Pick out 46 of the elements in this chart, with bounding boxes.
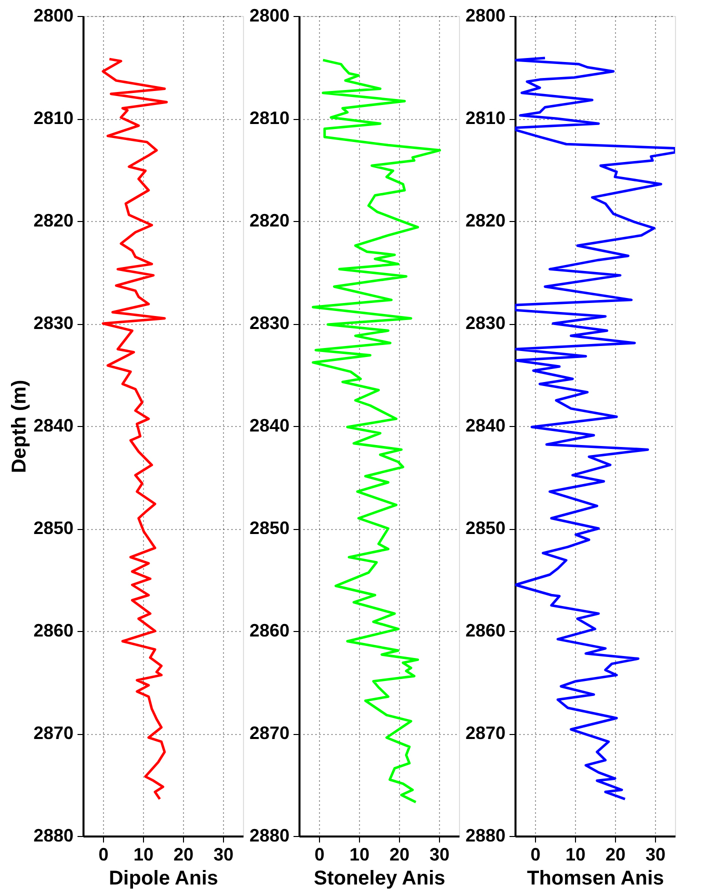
x-axis-title: Thomsen Anis bbox=[526, 868, 664, 890]
y-tick-label: 2860 bbox=[249, 620, 290, 640]
x-tick-label: 20 bbox=[173, 844, 194, 864]
y-tick-label: 2850 bbox=[33, 518, 74, 538]
x-tick-label: 10 bbox=[565, 844, 586, 864]
y-tick-label: 2820 bbox=[33, 210, 74, 230]
y-tick-label: 2800 bbox=[33, 6, 74, 26]
y-tick-label: 2860 bbox=[33, 620, 74, 640]
x-tick-label: 30 bbox=[429, 844, 450, 864]
y-tick-label: 2840 bbox=[465, 416, 506, 436]
y-tick-label: 2850 bbox=[249, 518, 290, 538]
y-tick-label: 2810 bbox=[249, 108, 290, 128]
y-tick-label: 2810 bbox=[33, 108, 74, 128]
x-tick-label: 10 bbox=[133, 844, 154, 864]
y-tick-label: 2870 bbox=[33, 723, 74, 743]
x-tick-label: 20 bbox=[389, 844, 410, 864]
x-tick-label: 30 bbox=[213, 844, 234, 864]
y-tick-label: 2830 bbox=[465, 313, 506, 333]
x-tick-label: 30 bbox=[645, 844, 666, 864]
x-axis-title: Dipole Anis bbox=[108, 868, 218, 890]
x-tick-label: 10 bbox=[349, 844, 370, 864]
y-tick-label: 2870 bbox=[465, 723, 506, 743]
y-tick-label: 2810 bbox=[465, 108, 506, 128]
x-tick-label: 0 bbox=[530, 844, 541, 864]
line-series bbox=[102, 58, 168, 800]
line-series bbox=[515, 56, 675, 800]
y-axis-title: Depth (m) bbox=[8, 380, 30, 474]
y-tick-label: 2880 bbox=[465, 826, 506, 846]
y-tick-label: 2880 bbox=[249, 826, 290, 846]
line-series bbox=[312, 58, 442, 804]
y-tick-label: 2820 bbox=[465, 210, 506, 230]
x-axis-title: Stoneley Anis bbox=[314, 868, 446, 890]
y-tick-label: 2840 bbox=[33, 416, 74, 436]
y-tick-label: 2840 bbox=[249, 416, 290, 436]
y-tick-label: 2870 bbox=[249, 723, 290, 743]
y-tick-label: 2880 bbox=[33, 826, 74, 846]
y-tick-label: 2800 bbox=[249, 6, 290, 26]
y-tick-label: 2830 bbox=[249, 313, 290, 333]
x-tick-label: 20 bbox=[605, 844, 626, 864]
y-tick-label: 2830 bbox=[33, 313, 74, 333]
y-tick-label: 2850 bbox=[465, 518, 506, 538]
y-tick-label: 2800 bbox=[465, 6, 506, 26]
x-tick-label: 0 bbox=[98, 844, 109, 864]
y-tick-label: 2860 bbox=[465, 620, 506, 640]
y-tick-label: 2820 bbox=[249, 210, 290, 230]
x-tick-label: 0 bbox=[314, 844, 325, 864]
